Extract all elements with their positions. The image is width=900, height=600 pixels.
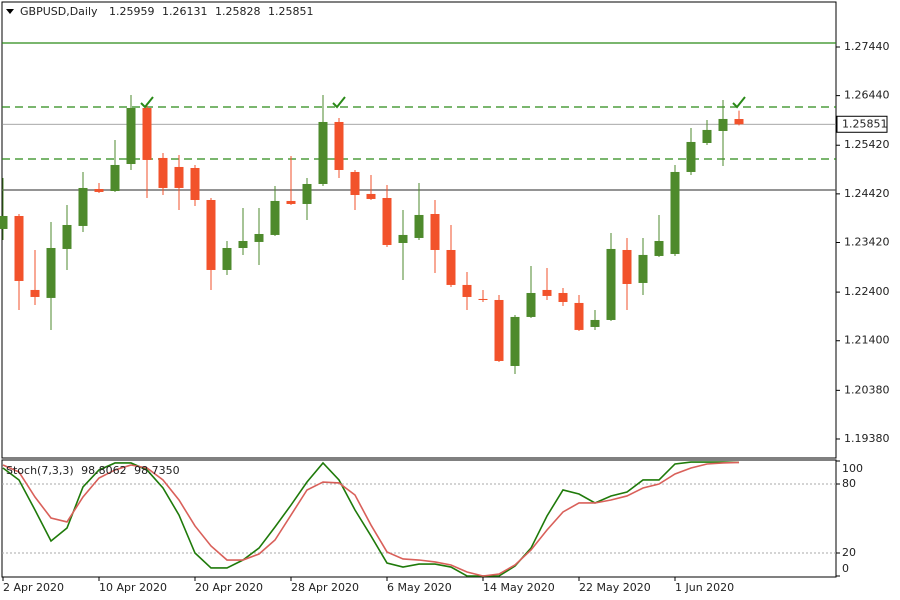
stoch-d-readout: 98.7350 [134, 464, 180, 477]
menu-triangle [6, 9, 14, 14]
x-tick-label: 28 Apr 2020 [291, 581, 359, 594]
candle-body [350, 171, 360, 195]
y-tick-label: 1.27440 [844, 40, 890, 53]
candle-body [446, 249, 456, 285]
y-tick-label: 20 [842, 546, 856, 559]
candle-body [734, 119, 744, 125]
candle-body [0, 215, 8, 229]
candle-body [174, 166, 184, 188]
candle-body [478, 298, 488, 300]
y-tick-label: 80 [842, 477, 856, 490]
candle-body [686, 141, 696, 172]
plot: 1.27440 1.26440 1.25420 1.24420 1.23420 1.224… [0, 40, 890, 594]
candle-body [590, 319, 600, 327]
header: GBPUSD,Daily 1.25959 1.26131 1.25828 1.2… [20, 5, 314, 18]
candle-body [302, 183, 312, 204]
check-mark [332, 96, 346, 109]
candle-body [702, 129, 712, 143]
candle-body [14, 215, 24, 281]
stoch-panel [1, 459, 837, 578]
y-tick-label: 1.19380 [844, 432, 890, 445]
candle-body [62, 224, 72, 249]
close-readout: 1.25851 [268, 5, 314, 18]
open-readout: 1.25959 [109, 5, 155, 18]
candle-body [574, 302, 584, 330]
stoch-title: Stoch(7,3,3) [6, 464, 74, 477]
candle-body [94, 189, 104, 192]
candle-body [334, 121, 344, 170]
x-tick-label: 6 May 2020 [387, 581, 452, 594]
candle-body [222, 247, 232, 270]
check-mark [140, 96, 154, 109]
candle-body [606, 248, 616, 320]
candle-body [670, 171, 680, 254]
candle-body [78, 187, 88, 226]
x-tick-label: 14 May 2020 [483, 581, 555, 594]
x-tick-label: 22 May 2020 [579, 581, 651, 594]
candle-body [462, 284, 472, 297]
candle-body [158, 157, 168, 188]
stoch-header: Stoch(7,3,3) 98.8062 98.7350 [6, 464, 180, 477]
candle-body [510, 316, 520, 366]
candle-body [622, 249, 632, 284]
candle-body [206, 199, 216, 270]
candle-body [542, 289, 552, 296]
candle-body [46, 247, 56, 298]
candle-body [286, 200, 296, 204]
candle-body [414, 214, 424, 238]
y-tick-label: 1.25420 [844, 138, 890, 151]
candle-body [398, 234, 408, 243]
candle-body [190, 167, 200, 200]
high-readout: 1.26131 [162, 5, 208, 18]
symbol: GBPUSD,Daily [20, 5, 98, 18]
candle-body [654, 240, 664, 256]
candle-body [254, 233, 264, 242]
low-readout: 1.25828 [215, 5, 261, 18]
stoch-k-readout: 98.8062 [81, 464, 127, 477]
y-tick-label: 1.26440 [844, 89, 890, 102]
y-tick-label: 1.23420 [844, 235, 890, 248]
y-tick-label: 1.22400 [844, 285, 890, 298]
y-tick-label: 1.21400 [844, 334, 890, 347]
main-panel [1, 1, 837, 459]
candle-body [126, 107, 136, 165]
y-tick-label: 100 [842, 462, 863, 475]
candle-body [718, 118, 728, 131]
candle-body [558, 292, 568, 302]
candle-body [382, 197, 392, 245]
candle-body [318, 121, 328, 184]
candle-body [430, 213, 440, 250]
candle-body [270, 200, 280, 235]
candle-body [366, 193, 376, 199]
candle-body [110, 164, 120, 191]
x-tick-label: 1 Jun 2020 [675, 581, 734, 594]
current-price-box [836, 115, 888, 133]
stoch-line [2, 461, 740, 577]
current-price-label: 1.25851 [842, 117, 888, 130]
x-tick-label: 10 Apr 2020 [99, 581, 167, 594]
check-mark [732, 96, 746, 109]
x-tick-label: 2 Apr 2020 [3, 581, 64, 594]
y-tick-label: 1.20380 [844, 383, 890, 396]
y-tick-label: 1.24420 [844, 187, 890, 200]
candle-body [494, 299, 504, 361]
y-tick-label: 0 [842, 562, 849, 575]
candle-body [238, 240, 248, 248]
stoch-line [2, 461, 740, 577]
candle-body [142, 107, 152, 160]
candle-body [638, 254, 648, 283]
x-tick-label: 20 Apr 2020 [195, 581, 263, 594]
candle-body [30, 289, 40, 297]
candle-body [526, 292, 536, 317]
